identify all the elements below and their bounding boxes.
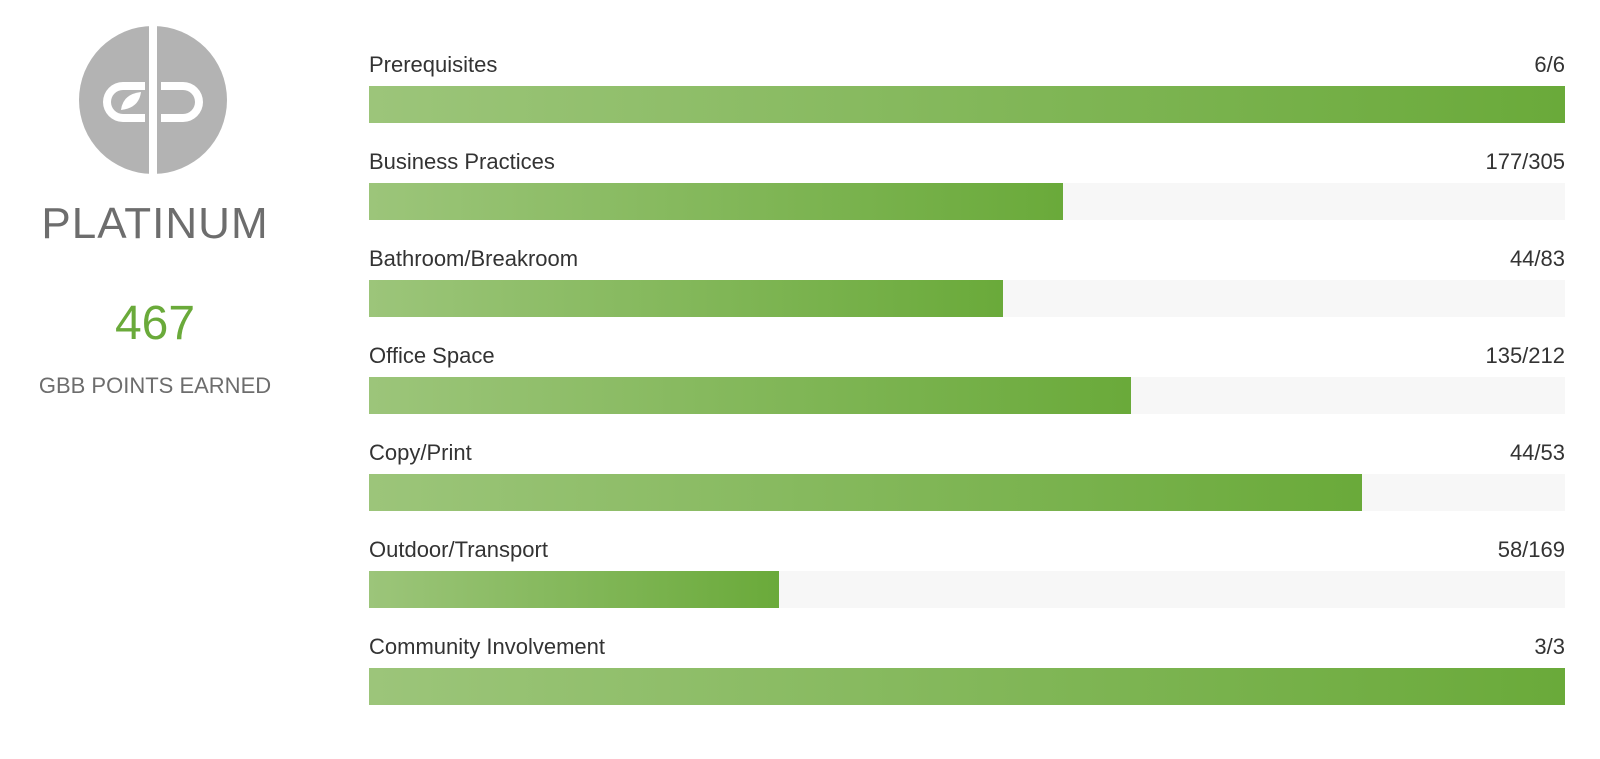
certification-level: PLATINUM bbox=[41, 199, 269, 248]
category-name: Community Involvement bbox=[369, 634, 605, 659]
category-header: Copy/Print 44/53 bbox=[369, 436, 1565, 470]
category-header: Bathroom/Breakroom 44/83 bbox=[369, 242, 1565, 276]
gbb-leaf-logo-icon bbox=[79, 26, 227, 174]
category-row: Business Practices 177/305 bbox=[369, 145, 1565, 242]
category-score: 44/83 bbox=[1509, 246, 1565, 271]
category-header: Outdoor/Transport 58/169 bbox=[369, 533, 1565, 567]
category-header: Prerequisites 6/6 bbox=[369, 48, 1565, 82]
progress-track bbox=[369, 474, 1565, 511]
category-score: 3/3 bbox=[1534, 634, 1565, 659]
category-row: Copy/Print 44/53 bbox=[369, 436, 1565, 533]
category-row: Office Space 135/212 bbox=[369, 339, 1565, 436]
category-name: Bathroom/Breakroom bbox=[369, 246, 579, 271]
category-name: Business Practices bbox=[369, 149, 555, 174]
progress-track bbox=[369, 571, 1565, 608]
progress-track bbox=[369, 86, 1565, 123]
category-row: Prerequisites 6/6 bbox=[369, 48, 1565, 145]
category-name: Copy/Print bbox=[369, 440, 472, 465]
category-name: Prerequisites bbox=[369, 52, 498, 77]
progress-fill bbox=[369, 571, 780, 608]
points-earned-value: 467 bbox=[114, 297, 196, 350]
progress-track bbox=[369, 280, 1565, 317]
progress-fill bbox=[369, 86, 1565, 123]
category-header: Business Practices 177/305 bbox=[369, 145, 1565, 179]
progress-track bbox=[369, 183, 1565, 220]
category-header: Community Involvement 3/3 bbox=[369, 630, 1565, 664]
category-score: 177/305 bbox=[1485, 149, 1565, 174]
category-score: 58/169 bbox=[1497, 537, 1565, 562]
category-score: 135/212 bbox=[1485, 343, 1565, 368]
progress-track bbox=[369, 668, 1565, 705]
progress-fill bbox=[369, 280, 1004, 317]
progress-track bbox=[369, 377, 1565, 414]
category-score: 6/6 bbox=[1534, 52, 1565, 77]
progress-fill bbox=[369, 377, 1131, 414]
category-row: Community Involvement 3/3 bbox=[369, 630, 1565, 727]
category-score: 44/53 bbox=[1509, 440, 1565, 465]
category-name: Outdoor/Transport bbox=[369, 537, 548, 562]
category-row: Bathroom/Breakroom 44/83 bbox=[369, 242, 1565, 339]
category-progress-list: Prerequisites 6/6 Business Practices 177… bbox=[369, 48, 1565, 727]
category-name: Office Space bbox=[369, 343, 495, 368]
category-row: Outdoor/Transport 58/169 bbox=[369, 533, 1565, 630]
points-earned-label: GBB POINTS EARNED bbox=[38, 373, 272, 398]
certification-summary: PLATINUM 467 GBB POINTS EARNED bbox=[0, 0, 310, 759]
category-header: Office Space 135/212 bbox=[369, 339, 1565, 373]
progress-fill bbox=[369, 668, 1565, 705]
progress-fill bbox=[369, 474, 1362, 511]
progress-fill bbox=[369, 183, 1064, 220]
